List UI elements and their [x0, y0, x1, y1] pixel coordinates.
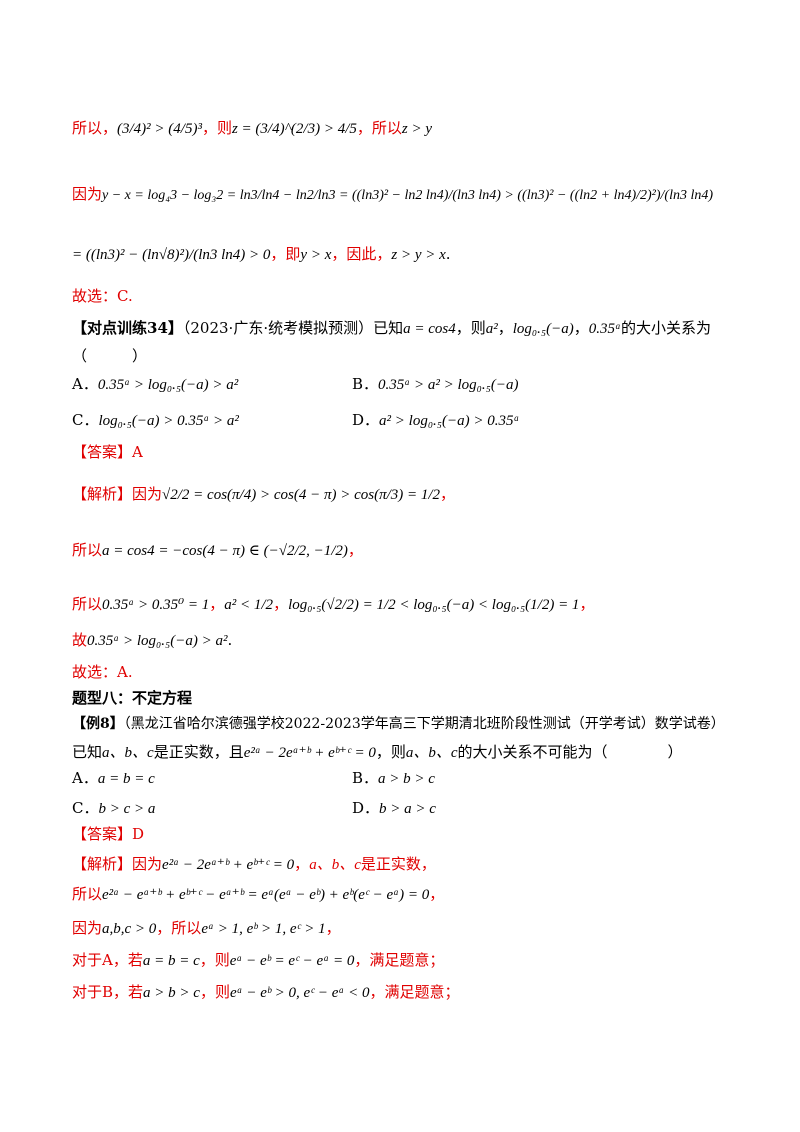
choice-statement-2: 故选：A.: [72, 663, 133, 681]
answer-34: 【答案】A: [72, 443, 143, 461]
example-option-c: C．b > c > a: [72, 799, 156, 817]
solution-line-3: = ((ln3)² − (ln√8)²)/(ln3 ln4) > 0，即y > …: [72, 245, 451, 263]
analysis-34-line-4: 故0.35ᵃ > log₀.₅(−a) > a².: [72, 631, 233, 649]
analysis-8-line-4: 对于A，若a = b = c，则eᵃ − eᵇ = eᶜ − eᵃ = 0，满足…: [72, 951, 445, 969]
analysis-8-line-5: 对于B，若a > b > c，则eᵃ − eᵇ > 0, eᶜ − eᵃ < 0…: [72, 983, 460, 1001]
analysis-34-line-1: 【解析】因为√2/2 = cos(π/4) > cos(4 − π) > cos…: [72, 485, 456, 503]
choice-statement-1: 故选：C.: [72, 287, 133, 305]
example-option-d: D．b > a > c: [352, 799, 436, 817]
example-8-question: 已知a、b、c是正实数，且e²ᵃ − 2eᵃ⁺ᵇ + eᵇ⁺ᶜ = 0，则a、b…: [72, 743, 683, 761]
analysis-34-line-2: 所以a = cos4 = −cos(4 − π) ∈ (−√2/2, −1/2)…: [72, 541, 363, 559]
solution-line-1: 所以，(3/4)² > (4/5)³，则z = (3/4)^(2/3) > 4/…: [72, 119, 433, 137]
y-minus-x-expression: y − x = log₄3 − log₃2 = ln3/ln4 − ln2/ln…: [102, 188, 714, 203]
example-option-b: B．a > b > c: [352, 769, 435, 787]
section-heading: 题型八：不定方程: [72, 689, 193, 707]
final-inequality: = ((ln3)² − (ln√8)²)/(ln3 ln4) > 0: [72, 247, 271, 263]
exercise-34-header: 【对点训练34】（2023·广东·统考模拟预测）已知a = cos4，则a²，l…: [72, 319, 711, 337]
answer-blank: （ ）: [72, 347, 148, 365]
z-gt-y: z > y: [401, 121, 433, 137]
z-expression: z = (3/4)^(2/3) > 4/5: [231, 121, 357, 137]
inequality-1: (3/4)² > (4/5)³: [117, 121, 202, 137]
solution-line-2: 因为y − x = log₄3 − log₃2 = ln3/ln4 − ln2/…: [72, 185, 714, 203]
option-c: C．log₀.₅(−a) > 0.35ᵃ > a²: [72, 411, 239, 429]
example-option-a: A．a = b = c: [72, 769, 155, 787]
analysis-8-line-3: 因为a,b,c > 0，所以eᵃ > 1, eᵇ > 1, eᶜ > 1，: [72, 919, 341, 937]
option-b: B．0.35ᵃ > a² > log₀.₅(−a): [352, 375, 519, 393]
option-a: A．0.35ᵃ > log₀.₅(−a) > a²: [72, 375, 239, 393]
analysis-34-line-3: 所以0.35ᵃ > 0.35⁰ = 1，a² < 1/2，log₀.₅(√2/2…: [72, 595, 595, 613]
analysis-8-line-2: 所以e²ᵃ − eᵃ⁺ᵇ + eᵇ⁺ᶜ − eᵃ⁺ᵇ = eᵃ(eᵃ − eᵇ)…: [72, 885, 445, 903]
analysis-8-line-1: 【解析】因为e²ᵃ − 2eᵃ⁺ᵇ + eᵇ⁺ᶜ = 0，a、b、c是正实数，: [72, 855, 436, 873]
answer-8: 【答案】D: [72, 825, 145, 843]
example-8-header: 【例8】（黑龙江省哈尔滨德强学校2022-2023学年高三下学期清北班阶段性测试…: [72, 716, 725, 732]
option-d: D．a² > log₀.₅(−a) > 0.35ᵃ: [352, 411, 520, 429]
